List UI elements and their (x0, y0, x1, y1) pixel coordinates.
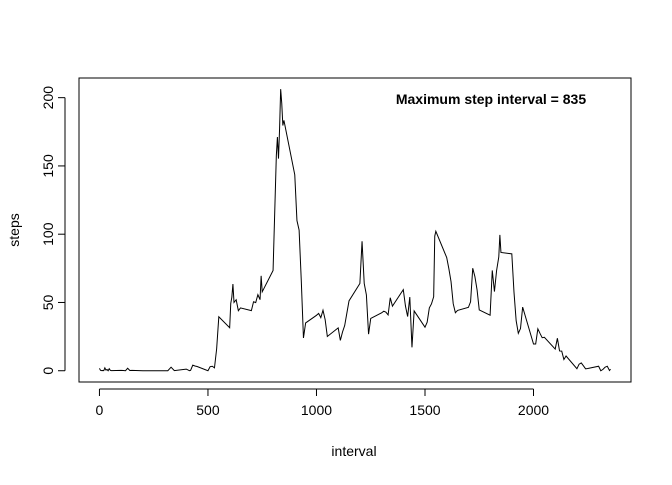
y-tick-label: 0 (40, 367, 56, 375)
y-tick-label: 150 (40, 154, 56, 178)
y-axis-title: steps (6, 213, 22, 246)
annotation: Maximum step interval = 835 (396, 91, 586, 107)
plot-box (78, 77, 632, 383)
x-tick-label: 500 (196, 402, 220, 418)
data-line (99, 89, 611, 372)
x-tick-label: 0 (96, 402, 104, 418)
y-tick-label: 100 (40, 222, 56, 246)
y-tick-label: 200 (40, 86, 56, 110)
x-tick-label: 2000 (518, 402, 549, 418)
y-tick-label: 50 (40, 294, 56, 310)
x-tick-label: 1500 (409, 402, 440, 418)
x-tick-label: 1000 (301, 402, 332, 418)
x-axis-title: interval (331, 443, 376, 459)
